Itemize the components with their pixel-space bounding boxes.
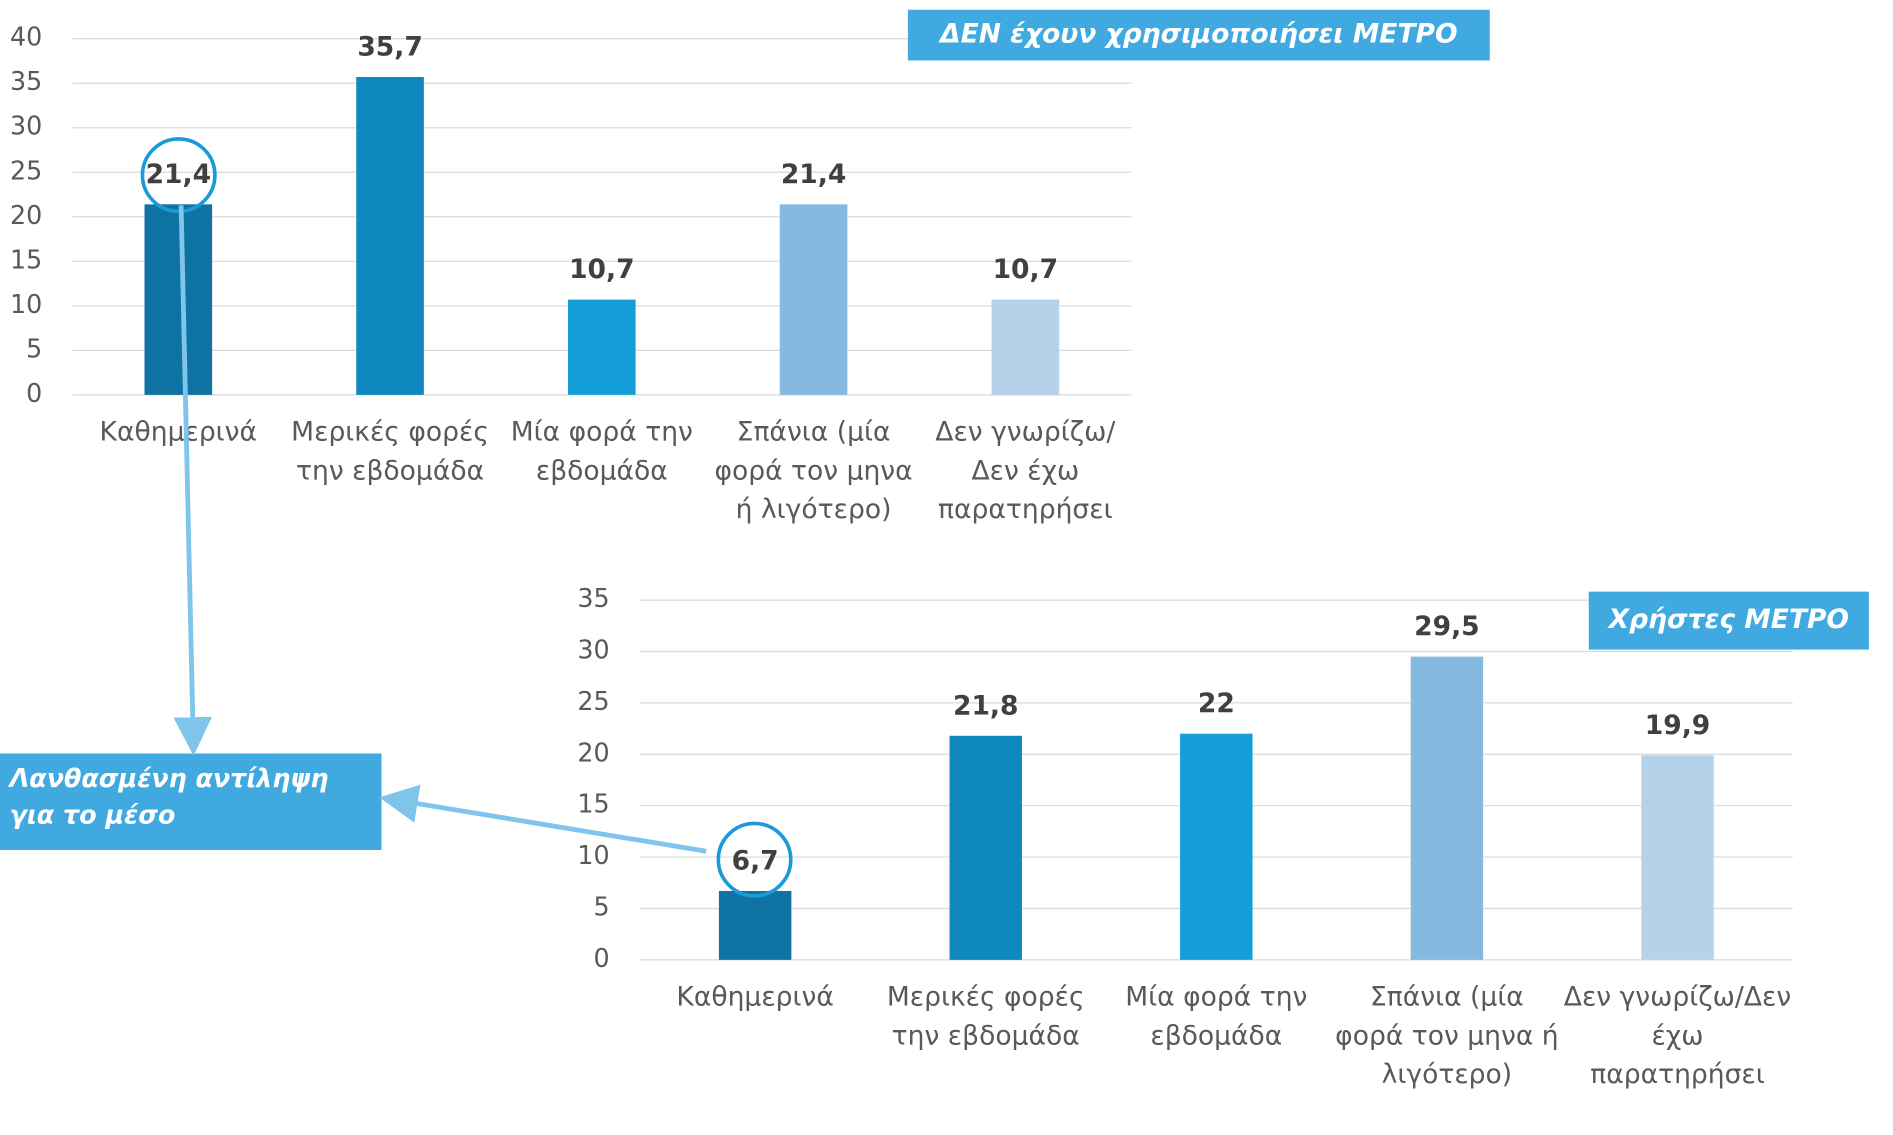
highlight-circle (140, 137, 217, 214)
value-label: 22 (1198, 688, 1235, 719)
highlight-circle (716, 821, 793, 898)
x-tick-label: Καθημερινά (676, 982, 834, 1013)
title-box (1588, 591, 1869, 650)
chart-title: Χρήστες ΜΕΤΡΟ (1607, 604, 1849, 635)
y-tick-label: 30 (577, 634, 609, 664)
bar (1180, 733, 1253, 960)
y-tick-label: 10 (10, 289, 42, 319)
x-tick-label-box: Σπάνια (μία φορά τον μηνα ή λιγότερο) (714, 417, 913, 526)
x-tick-label-box: Μία φορά την εβδομάδα (1125, 982, 1308, 1052)
value-label: 6,7 (732, 846, 779, 877)
x-tick-label-box: Δεν γνωρίζω/Δεν έχω παρατηρήσει (935, 417, 1116, 526)
x-tick-label-box: Σπάνια (μία φορά τον μηνα ή λιγότερο) (1335, 982, 1559, 1091)
x-tick-label: Μία φορά την εβδομάδα (510, 417, 693, 487)
title-box (907, 9, 1490, 61)
y-tick-label: 10 (577, 840, 609, 870)
y-tick-label: 35 (10, 66, 42, 96)
y-tick-label: 35 (577, 583, 609, 613)
x-tick-label-box: Καθημερινά (99, 417, 258, 448)
y-tick-label: 20 (577, 737, 609, 767)
value-label: 10,7 (569, 254, 635, 285)
y-tick-label: 15 (10, 244, 42, 274)
x-tick-label: Δεν γνωρίζω/Δεν έχω παρατηρήσει (1563, 982, 1792, 1091)
chart-title: ΔΕΝ έχουν χρησιμοποιήσει ΜΕΤΡΟ (938, 19, 1458, 50)
x-tick-label-box: Μία φορά την εβδομάδα (510, 417, 693, 487)
bar (1641, 755, 1714, 960)
y-tick-label: 25 (10, 155, 42, 185)
x-tick-label-box: Μερικές φορές την εβδομάδα (291, 417, 489, 487)
x-tick-label: Μία φορά την εβδομάδα (1125, 982, 1308, 1052)
x-tick-label: Καθημερινά (99, 417, 258, 448)
arrow (173, 205, 213, 756)
y-tick-label: 5 (26, 333, 42, 363)
x-tick-label-box: Μερικές φορές την εβδομάδα (886, 982, 1085, 1052)
bar (949, 735, 1022, 960)
bar (356, 77, 424, 395)
annotation: Λανθασμένη αντίληψη για το μέσο (0, 753, 382, 851)
value-label: 21,8 (953, 690, 1019, 721)
y-tick-label: 0 (26, 378, 42, 408)
y-tick-label: 5 (594, 891, 610, 921)
bar (779, 204, 848, 395)
value-label: 21,4 (781, 159, 847, 190)
x-tick-label-box: Δεν γνωρίζω/Δεν έχω παρατηρήσει (1563, 982, 1792, 1091)
bar (718, 890, 792, 960)
x-tick-label: Σπάνια (μία φορά τον μηνα ή λιγότερο) (1335, 982, 1559, 1091)
y-tick-label: 40 (10, 22, 42, 52)
value-label: 19,9 (1645, 710, 1711, 741)
bar (1410, 656, 1484, 960)
x-tick-label: Μερικές φορές την εβδομάδα (291, 417, 489, 487)
x-tick-label: Σπάνια (μία φορά τον μηνα ή λιγότερο) (714, 417, 913, 526)
value-label: 29,5 (1414, 611, 1480, 642)
bar (144, 204, 213, 395)
bar (991, 299, 1060, 395)
bar (568, 299, 636, 395)
annotation-box: Λανθασμένη αντίληψη για το μέσο (0, 753, 382, 851)
y-tick-label: 15 (577, 789, 609, 819)
y-tick-label: 20 (10, 200, 42, 230)
y-tick-label: 25 (577, 686, 609, 716)
arrow (379, 784, 707, 854)
x-tick-label-box: Καθημερινά (676, 982, 834, 1013)
y-tick-label: 0 (594, 943, 610, 973)
value-label: 10,7 (993, 254, 1059, 285)
value-label: 35,7 (357, 32, 423, 63)
x-tick-label: Δεν γνωρίζω/Δεν έχω παρατηρήσει (935, 417, 1116, 526)
value-label: 21,4 (146, 159, 212, 190)
y-tick-label: 30 (10, 111, 42, 141)
x-tick-label: Μερικές φορές την εβδομάδα (886, 982, 1085, 1052)
